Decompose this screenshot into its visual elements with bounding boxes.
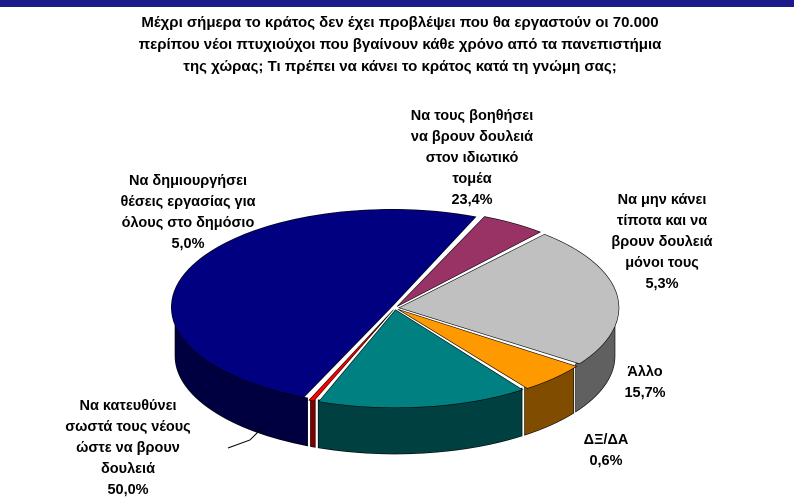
pie-side-5: [310, 398, 316, 448]
label-line: στον ιδιωτικό: [425, 150, 519, 166]
title-line: της χώρας; Τι πρέπει να κάνει το κράτος …: [183, 58, 617, 75]
label-private-sector: Να τους βοηθήσει να βρουν δουλειά στον ι…: [372, 106, 572, 211]
title-line: Μέχρι σήμερα το κράτος δεν έχει προβλέψε…: [141, 14, 659, 31]
chart-title: Μέχρι σήμερα το κράτος δεν έχει προβλέψε…: [60, 12, 740, 78]
pie-slice-4: [318, 309, 524, 409]
top-accent-bar: [0, 0, 794, 7]
label-line: Να τους βοηθήσει: [410, 108, 534, 124]
pie-slice-1: [396, 216, 542, 307]
label-value: 5,3%: [645, 276, 679, 292]
pie-slice-0: [170, 208, 477, 398]
label-value: 23,4%: [451, 192, 493, 208]
label-value: 15,7%: [624, 385, 666, 401]
label-line: μόνοι τους: [625, 255, 699, 271]
label-line: δουλειά: [101, 461, 155, 477]
label-value: 0,6%: [589, 453, 623, 469]
label-line: Να δημιουργήσει: [129, 173, 247, 189]
label-line: Να κατευθύνει: [79, 398, 177, 414]
label-do-nothing: Να μην κάνει τίποτα και να βρουν δουλειά…: [582, 190, 742, 295]
pie-slice-5: [308, 309, 394, 402]
label-line: βρουν δουλειά: [611, 234, 713, 250]
label-line: να βρουν δουλειά: [410, 129, 534, 145]
label-line: τίποτα και να: [616, 213, 708, 229]
label-dont-know: ΔΞ/ΔΑ 0,6%: [566, 430, 646, 472]
label-guide-youth: Να κατευθύνει σωστά τους νέους ώστε να β…: [28, 396, 228, 501]
label-other: Άλλο 15,7%: [605, 362, 685, 404]
label-line: Άλλο: [627, 364, 663, 380]
label-value: 5,0%: [171, 236, 205, 252]
label-line: τομέα: [452, 171, 492, 187]
leader-line: [227, 427, 263, 449]
label-line: όλους στο δημόσιο: [121, 215, 255, 231]
pie-slice-3: [397, 308, 578, 389]
label-public-jobs: Να δημιουργήσει θέσεις εργασίας για όλου…: [88, 171, 288, 255]
pie-slice-2: [398, 233, 620, 365]
label-line: ώστε να βρουν: [76, 440, 180, 456]
label-value: 50,0%: [107, 482, 149, 498]
title-line: περίπου νέοι πτυχιούχοι που βγαίνουν κάθ…: [138, 36, 662, 53]
label-line: Να μην κάνει: [617, 192, 707, 208]
label-line: ΔΞ/ΔΑ: [583, 432, 629, 448]
label-line: θέσεις εργασίας για: [120, 194, 256, 210]
label-line: σωστά τους νέους: [65, 419, 191, 435]
